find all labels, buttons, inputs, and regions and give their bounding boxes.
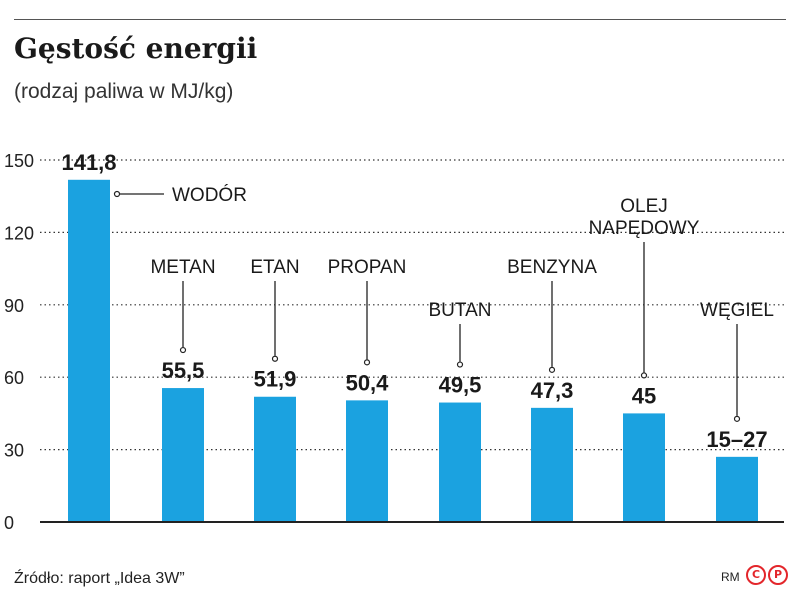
- category-label: NAPĘDOWY: [589, 218, 700, 239]
- y-tick-label: 120: [4, 223, 34, 243]
- category-label: WODÓR: [172, 184, 247, 206]
- leader-dot: [179, 346, 187, 354]
- bar: [439, 402, 481, 522]
- data-label: 45: [632, 383, 656, 408]
- bar: [346, 400, 388, 522]
- bar: [68, 179, 110, 522]
- data-label: 15–27: [706, 427, 767, 452]
- source-note: Źródło: raport „Idea 3W”: [14, 570, 185, 587]
- bar: [531, 407, 573, 522]
- y-tick-label: 30: [4, 441, 24, 461]
- bar: [716, 456, 758, 522]
- logo-c-icon: C: [746, 565, 766, 585]
- leader-dot: [271, 355, 279, 362]
- leader-dot: [640, 372, 648, 379]
- publisher-logo: C P: [746, 565, 788, 585]
- data-label: 49,5: [439, 373, 482, 398]
- top-rule: [14, 19, 786, 20]
- bar: [623, 413, 665, 522]
- category-label: METAN: [150, 257, 215, 278]
- bar: [254, 396, 296, 522]
- y-tick-label: 90: [4, 296, 24, 316]
- category-label: ETAN: [250, 257, 299, 278]
- leader-dot: [363, 359, 371, 366]
- author-initials: RM: [721, 570, 740, 584]
- y-tick-label: 150: [4, 151, 34, 171]
- category-label: OLEJ: [620, 196, 668, 217]
- category-label: PROPAN: [328, 257, 407, 278]
- y-tick-label: 0: [4, 513, 14, 533]
- data-label: 50,4: [346, 370, 390, 395]
- y-tick-label: 60: [4, 368, 24, 388]
- leader-dot: [113, 190, 121, 198]
- chart-subtitle: (rodzaj paliwa w MJ/kg): [14, 80, 234, 103]
- category-label: BENZYNA: [507, 257, 597, 278]
- bar: [162, 388, 204, 522]
- data-label: 47,3: [531, 378, 574, 403]
- leader-dot: [456, 361, 464, 368]
- leader-dot: [733, 415, 741, 422]
- logo-p-icon: P: [768, 565, 788, 585]
- data-label: 141,8: [61, 150, 116, 175]
- category-label: WĘGIEL: [700, 300, 774, 321]
- data-label: 55,5: [162, 358, 205, 383]
- chart-title: Gęstość energii: [14, 32, 258, 65]
- leader-dot: [548, 366, 556, 373]
- data-label: 51,9: [254, 367, 297, 392]
- category-label: BUTAN: [429, 300, 492, 321]
